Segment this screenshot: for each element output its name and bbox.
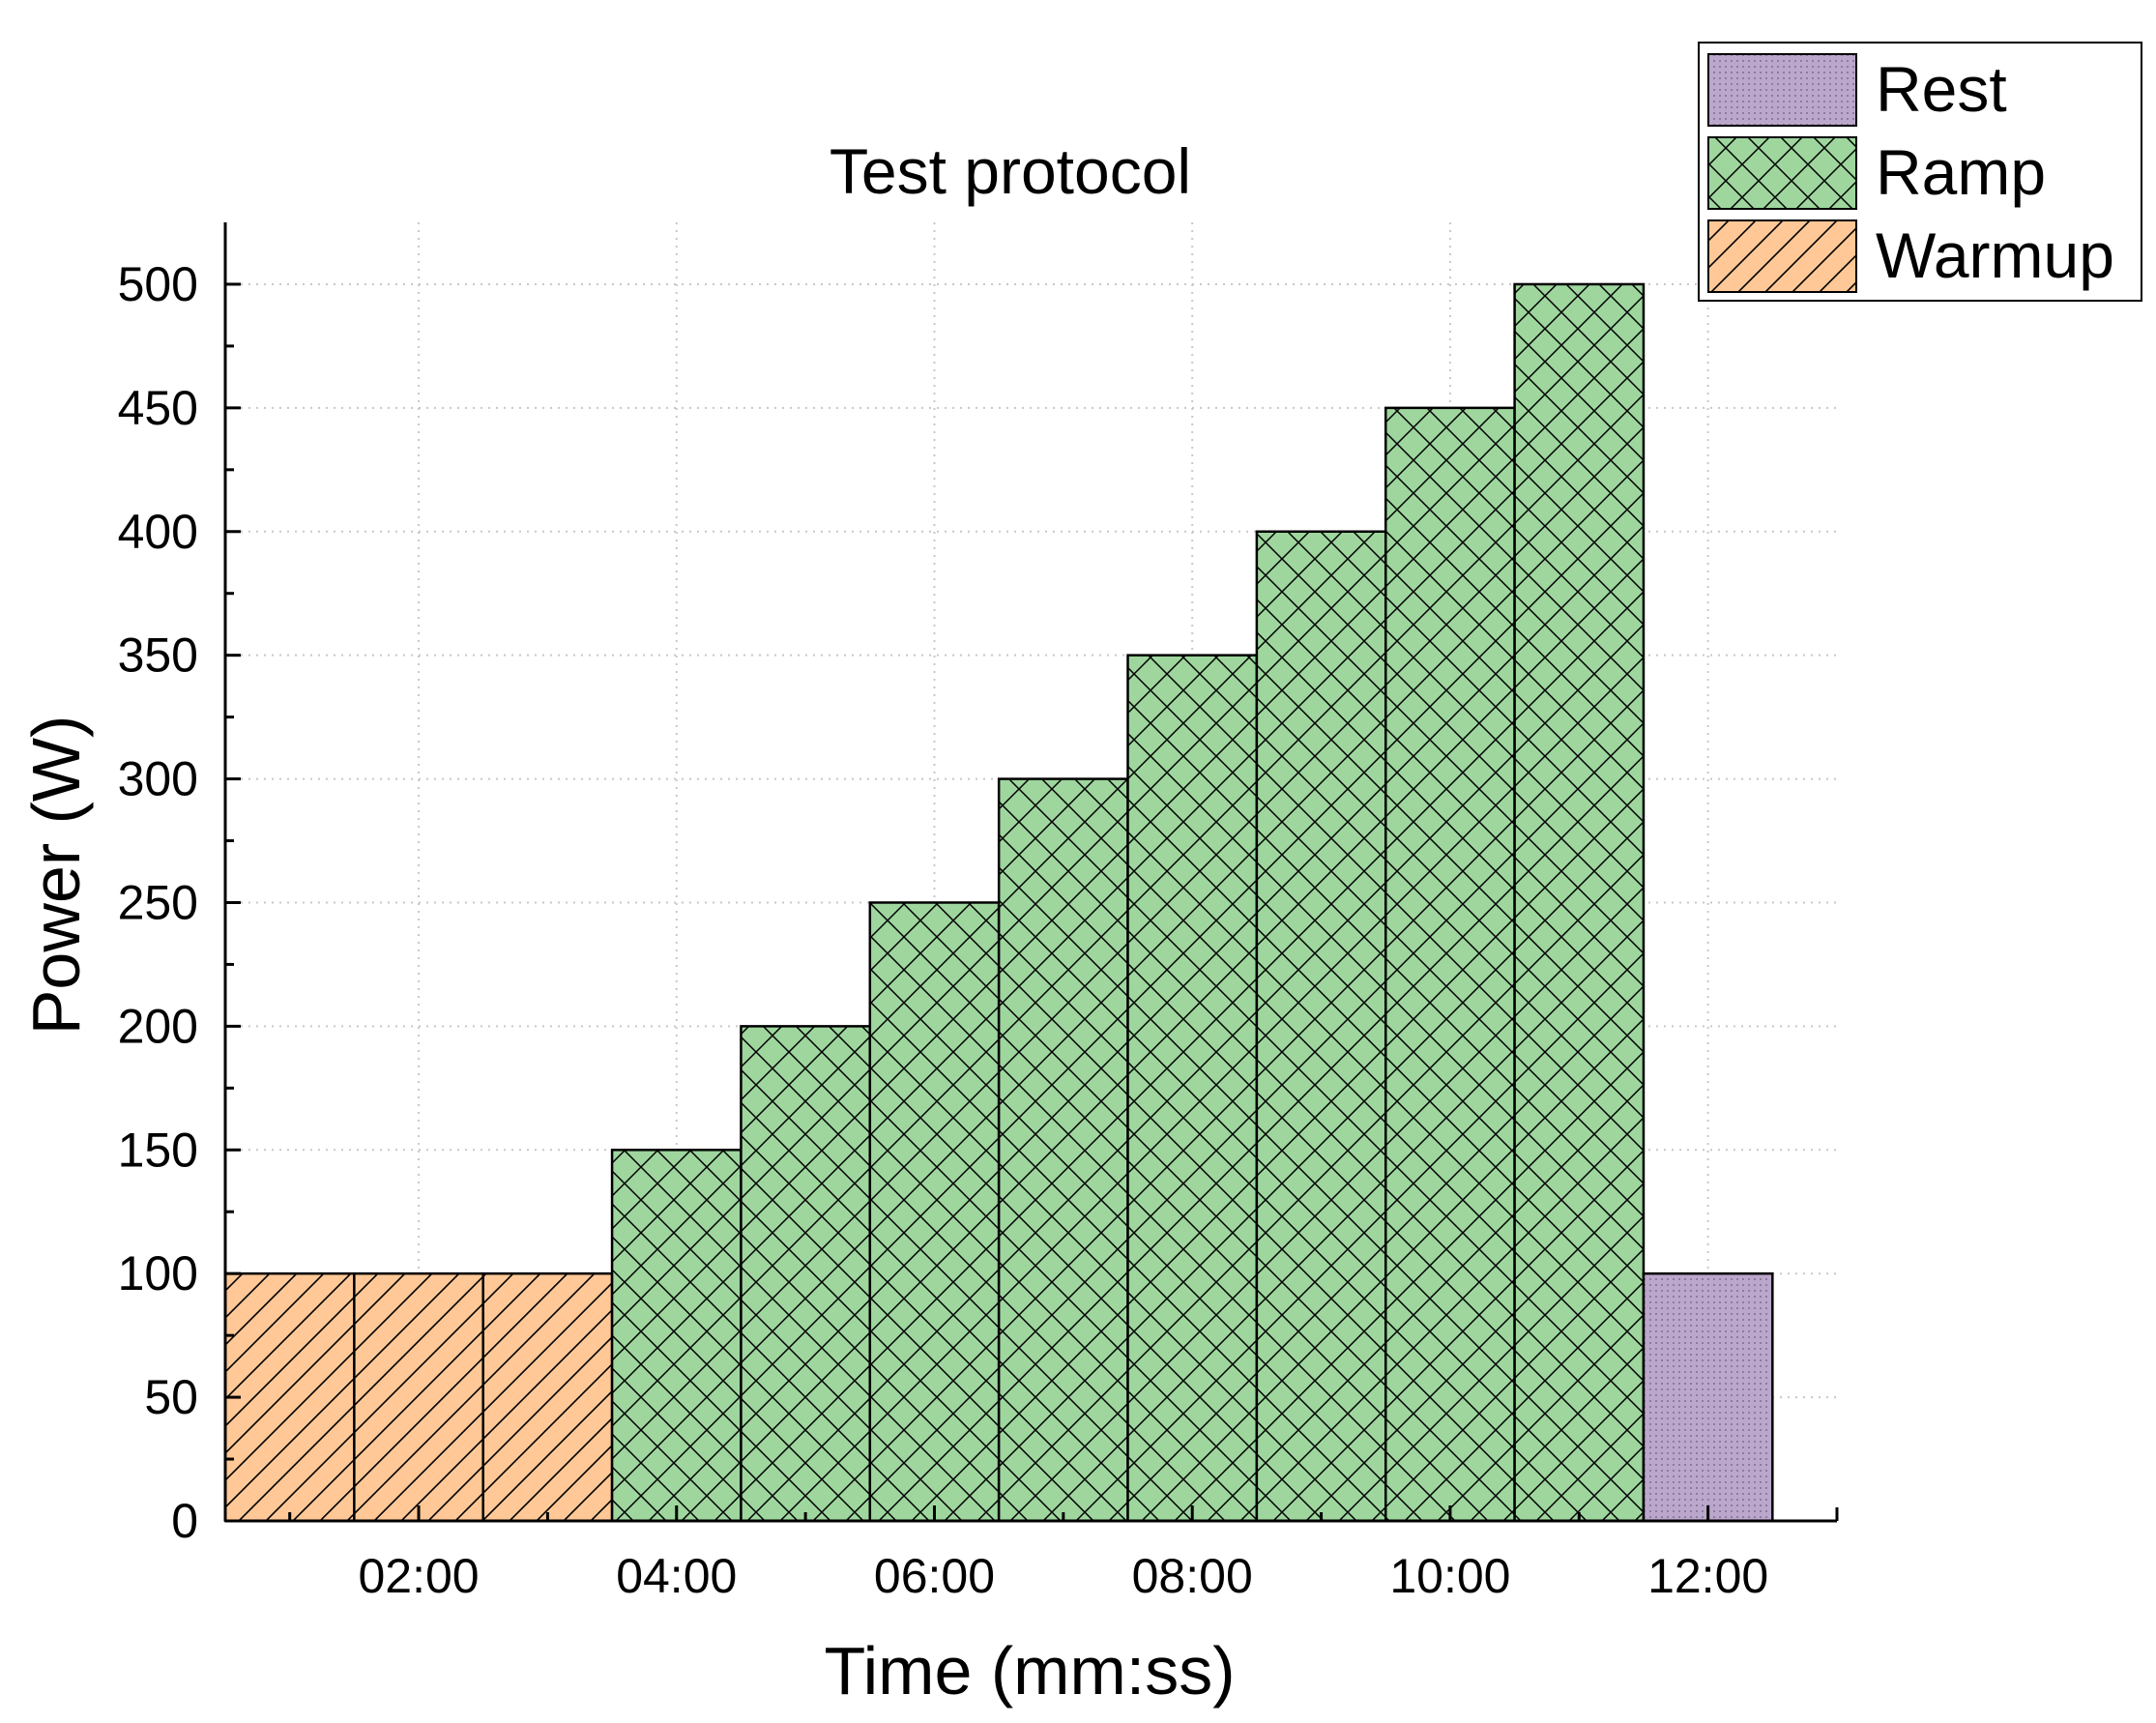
y-tick-label: 400 (118, 505, 198, 559)
y-tick-label: 0 (171, 1494, 198, 1548)
chart-title: Test protocol (830, 135, 1191, 207)
legend: Rest Ramp Warmup (1698, 42, 2142, 302)
bar-hatch (481, 1271, 614, 1523)
y-tick-label: 150 (118, 1123, 198, 1177)
y-tick-label: 450 (118, 381, 198, 435)
bar-hatch (1384, 406, 1516, 1523)
legend-swatch-pattern (1707, 53, 1857, 127)
bar-hatch (1513, 282, 1646, 1523)
legend-swatch-pattern (1707, 136, 1857, 210)
bars (223, 282, 1774, 1523)
bar-rest (1642, 1271, 1774, 1523)
bar-hatch (610, 1149, 743, 1523)
bar-ramp (1255, 530, 1387, 1523)
x-tick-label: 04:00 (616, 1549, 737, 1603)
y-tick-label: 100 (118, 1246, 198, 1300)
bar-ramp (610, 1149, 743, 1523)
y-tick-label: 50 (144, 1370, 198, 1424)
bar-ramp (1513, 282, 1646, 1523)
y-tick-label: 500 (118, 257, 198, 311)
x-tick-label: 08:00 (1132, 1549, 1253, 1603)
bar-ramp (1126, 654, 1259, 1523)
bar-hatch (353, 1271, 484, 1523)
ticks: 0 50 100 150 200 250 300 350 400 450 500 02:00 04:00… (118, 257, 1839, 1603)
bar-hatch (868, 901, 1001, 1523)
bar-hatch (740, 1025, 872, 1523)
bar-hatch (1642, 1271, 1774, 1523)
legend-label: Ramp (1876, 136, 2046, 208)
y-axis-label: Power (W) (18, 715, 94, 1036)
legend-item-rest: Rest (1707, 53, 2007, 127)
bar-warmup (481, 1271, 614, 1523)
y-tick-label: 350 (118, 628, 198, 683)
x-tick-label: 10:00 (1389, 1549, 1510, 1603)
bar-ramp (868, 901, 1001, 1523)
legend-label: Rest (1876, 53, 2007, 125)
bar-warmup (223, 1271, 356, 1523)
bar-hatch (223, 1271, 356, 1523)
x-axis-label: Time (mm:ss) (824, 1633, 1235, 1708)
y-tick-label: 250 (118, 875, 198, 929)
legend-label: Warmup (1876, 219, 2114, 291)
legend-item-ramp: Ramp (1707, 136, 2046, 210)
legend-item-warmup: Warmup (1707, 219, 2114, 293)
bar-hatch (1255, 530, 1387, 1523)
x-tick-label: 02:00 (358, 1549, 479, 1603)
x-tick-label: 06:00 (874, 1549, 995, 1603)
y-tick-label: 200 (118, 999, 198, 1053)
x-tick-label: 12:00 (1647, 1549, 1768, 1603)
bar-ramp (740, 1025, 872, 1523)
legend-swatch-pattern (1707, 219, 1857, 293)
bar-hatch (1126, 654, 1259, 1523)
y-tick-label: 300 (118, 752, 198, 806)
bar-hatch (997, 777, 1129, 1523)
bar-ramp (997, 777, 1129, 1523)
bar-warmup (353, 1271, 484, 1523)
bar-ramp (1384, 406, 1516, 1523)
